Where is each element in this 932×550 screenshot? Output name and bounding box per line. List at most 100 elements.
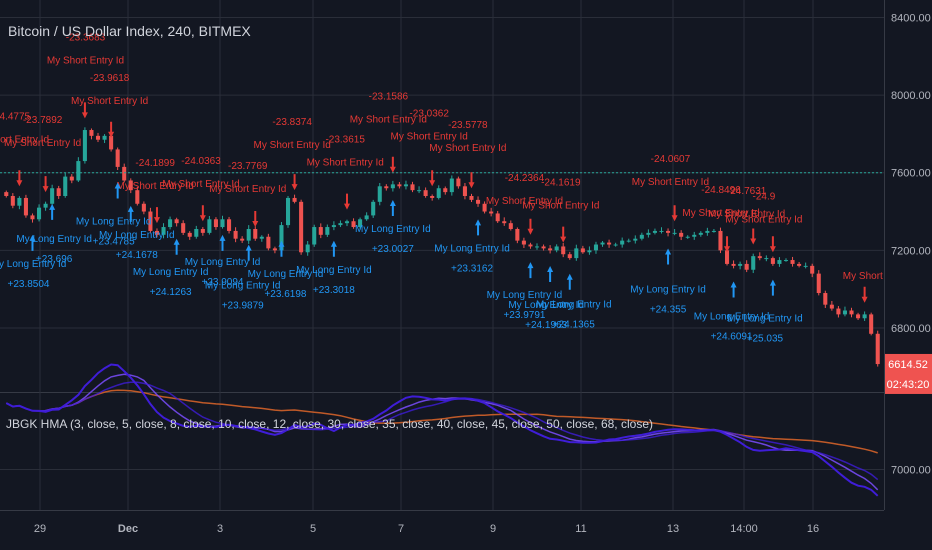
candle-body — [417, 190, 422, 192]
ind-y-tick-label: 7000.00 — [891, 465, 931, 477]
candle-body — [816, 273, 821, 294]
candle-body — [692, 234, 697, 237]
candle-body — [351, 221, 356, 228]
candle-body — [875, 333, 880, 365]
long-arrow — [566, 273, 573, 290]
candle-body — [220, 219, 225, 228]
candle-body — [397, 184, 402, 187]
last-price-badge — [885, 353, 932, 394]
long-signal-value: +24.6091 — [711, 332, 753, 343]
y-tick-label: 7200.00 — [891, 245, 931, 257]
price-axis[interactable]: 8400.00 8000.00 7600.00 7200.00 6800.00 7000.… — [884, 0, 932, 550]
candle-body — [17, 197, 22, 206]
y-tick-label: 7600.00 — [891, 168, 931, 180]
candle-body — [240, 238, 245, 241]
candle-body — [115, 149, 120, 167]
candle-body — [567, 254, 572, 259]
x-tick-label: 3 — [217, 523, 223, 535]
candle-body — [410, 184, 415, 191]
candle-body — [318, 227, 323, 235]
short-arrow — [16, 170, 23, 187]
candle-body — [849, 310, 854, 315]
short-signal-value: -24.2364 — [505, 173, 545, 184]
x-tick-label: 9 — [490, 523, 496, 535]
last-price-label: 6614.52 — [888, 359, 928, 371]
hma-line — [5, 373, 879, 491]
short-arrow — [343, 193, 350, 210]
long-arrow — [527, 262, 534, 279]
candle-body — [829, 304, 834, 309]
candle-body — [63, 176, 68, 196]
candle-body — [580, 248, 585, 253]
long-arrow — [389, 200, 396, 216]
candle-body — [770, 258, 775, 264]
long-signal-value: +23.0027 — [372, 244, 414, 255]
candle-body — [679, 232, 684, 237]
long-signal-label: My Long Entry Id — [296, 265, 372, 276]
candle-body — [823, 293, 828, 305]
short-arrow — [252, 211, 259, 228]
candle-body — [423, 190, 428, 196]
candle-body — [607, 242, 612, 245]
short-arrow — [724, 236, 731, 253]
short-signal-label: My Short Entry Id — [71, 96, 148, 107]
indicator-title: JBGK HMA (3, close, 5, close, 8, close, … — [6, 417, 653, 431]
candle-body — [43, 203, 48, 208]
candle-body — [403, 184, 408, 187]
short-signal-label: My Short Entry Id — [254, 140, 331, 151]
short-arrow — [42, 176, 49, 193]
long-arrow — [475, 219, 482, 236]
candle-body — [672, 232, 677, 234]
short-signal-value: -23.8374 — [272, 117, 312, 128]
y-tick-label: 8400.00 — [891, 12, 931, 24]
candle-body — [646, 232, 651, 235]
time-axis[interactable]: 29 Dec 3 5 7 9 11 13 14:00 16 — [34, 523, 819, 535]
candle-body — [836, 308, 841, 315]
candle-body — [449, 178, 454, 193]
candle-body — [738, 263, 743, 266]
y-tick-label: 8000.00 — [891, 90, 931, 102]
candle-body — [174, 219, 179, 224]
candle-body — [534, 246, 540, 248]
short-signal-label: My Short Entry Id — [162, 179, 239, 190]
candle-body — [482, 203, 487, 212]
candle-body — [810, 265, 815, 274]
candle-body — [161, 227, 166, 235]
candle-body — [148, 211, 153, 231]
long-signal-label: My Long Entry Id — [185, 257, 261, 268]
long-signal-value: +24.1678 — [116, 250, 158, 261]
candle-body — [325, 227, 330, 235]
short-signal-label: My Short Entry Id — [350, 115, 427, 126]
candle-body — [508, 223, 513, 229]
long-signal-value: +23.8504 — [7, 279, 49, 290]
short-arrow — [750, 228, 757, 245]
short-arrow — [861, 286, 868, 303]
candle-body — [790, 260, 795, 264]
candle-body — [476, 199, 481, 204]
candle-body — [489, 211, 494, 214]
long-signal-label: My Long Entry Id — [16, 234, 92, 245]
short-signal-label: My Short Entry Id — [522, 201, 599, 212]
short-signal-label: My Short Entry Id — [725, 214, 802, 225]
candle-body — [803, 265, 808, 267]
candle-body — [384, 186, 389, 189]
candle-body — [842, 310, 847, 315]
long-signal-value: +23.9879 — [222, 301, 264, 312]
long-signal-value: +23.9791 — [503, 310, 545, 321]
candle-body — [10, 196, 15, 206]
candle-body — [76, 161, 81, 181]
long-signal-label: My Long Entry Id — [133, 267, 209, 278]
candle-body — [194, 228, 199, 237]
countdown-label: 02:43:20 — [887, 379, 930, 391]
candle-body — [102, 135, 107, 140]
short-signal-value: -24.4775 — [0, 111, 31, 122]
candle-body — [502, 221, 507, 224]
candle-body — [783, 260, 789, 262]
candle-body — [89, 130, 94, 136]
candle-body — [731, 263, 736, 266]
x-tick-label: Dec — [118, 523, 138, 535]
candle-body — [456, 178, 461, 187]
candle-body — [390, 184, 395, 189]
x-tick-label: 7 — [398, 523, 404, 535]
